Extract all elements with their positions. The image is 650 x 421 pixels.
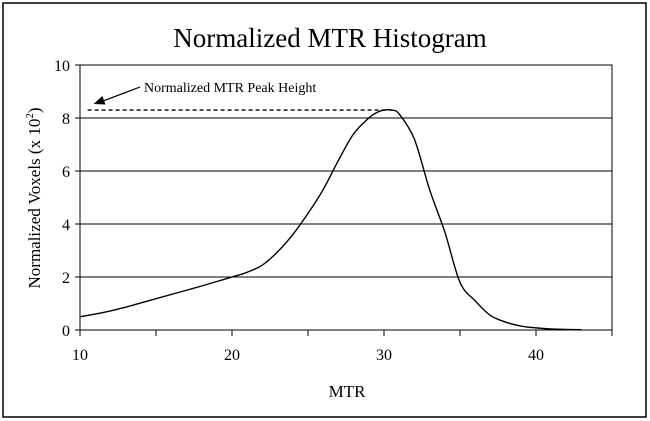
- y-axis-label-main: Normalized Voxels (x 10: [25, 119, 44, 289]
- peak-arrow: [101, 86, 141, 103]
- y-axis-label-suffix: ): [25, 108, 44, 114]
- y-tick-label-0: 0: [62, 323, 70, 340]
- series-line: [79, 108, 582, 331]
- y-tick-label-2: 2: [62, 270, 70, 287]
- arrowhead-icon: [93, 96, 106, 105]
- y-tick-label-4: 4: [62, 217, 70, 234]
- y-tick-label-8: 8: [62, 111, 70, 128]
- y-tick-label-6: 6: [62, 164, 70, 181]
- y-tick-label-10: 10: [54, 58, 70, 75]
- x-tick-labels: 10 20 30 40: [72, 347, 544, 364]
- plot-frame: [79, 64, 613, 331]
- x-tick-label-30: 30: [376, 347, 392, 364]
- chart-title: Normalized MTR Histogram: [173, 23, 486, 53]
- y-tick-labels: 0 2 4 6 8 10: [54, 58, 70, 340]
- peak-annotation-label: Normalized MTR Peak Height: [144, 81, 316, 96]
- x-tick-label-40: 40: [528, 347, 544, 364]
- y-axis-label-exponent: 2: [24, 113, 36, 119]
- y-axis-label: Normalized Voxels (x 102): [24, 108, 44, 289]
- x-axis-label: MTR: [329, 382, 367, 401]
- x-tick-label-10: 10: [72, 347, 88, 364]
- x-tick-label-20: 20: [224, 347, 240, 364]
